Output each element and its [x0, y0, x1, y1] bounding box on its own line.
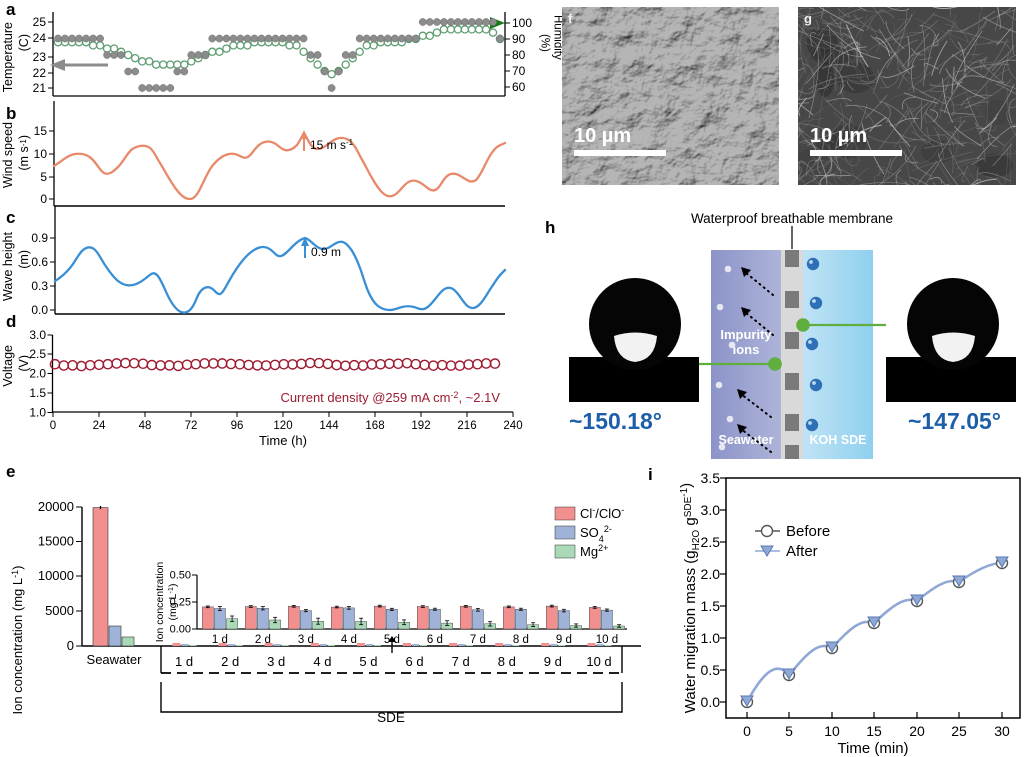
svg-text:f: f [568, 11, 573, 26]
svg-text:3.0: 3.0 [29, 328, 46, 342]
svg-text:0.50: 0.50 [170, 570, 191, 582]
svg-text:15 m s-1: 15 m s-1 [310, 138, 354, 152]
svg-text:23: 23 [33, 50, 47, 64]
svg-text:Time (h): Time (h) [259, 433, 307, 448]
svg-text:24: 24 [93, 420, 106, 432]
svg-text:60: 60 [512, 80, 526, 94]
svg-text:10000: 10000 [38, 568, 74, 583]
svg-text:9 d: 9 d [556, 634, 572, 646]
svg-text:7 d: 7 d [470, 634, 486, 646]
svg-text:Waterproof breathable membrane: Waterproof breathable membrane [691, 211, 893, 226]
svg-text:5: 5 [40, 170, 47, 184]
svg-text:100: 100 [512, 16, 532, 30]
svg-text:KOH SDE: KOH SDE [810, 433, 867, 447]
svg-text:0: 0 [67, 638, 74, 653]
svg-text:1.5: 1.5 [29, 386, 46, 400]
svg-text:15: 15 [34, 124, 48, 138]
svg-text:0.0: 0.0 [701, 694, 721, 710]
svg-text:Time (min): Time (min) [837, 740, 908, 757]
svg-text:1.0: 1.0 [701, 630, 721, 646]
svg-text:48: 48 [139, 420, 152, 432]
svg-text:Seawater: Seawater [87, 652, 143, 667]
svg-text:0: 0 [743, 723, 751, 739]
svg-text:25: 25 [951, 723, 967, 739]
svg-text:10 µm: 10 µm [810, 125, 867, 147]
svg-text:3.5: 3.5 [701, 470, 721, 486]
svg-text:1 d: 1 d [212, 634, 228, 646]
svg-text:20000: 20000 [38, 499, 74, 514]
svg-text:Ion concentration: Ion concentration [154, 562, 166, 643]
svg-text:Impurity: Impurity [720, 327, 772, 342]
svg-text:Water migration mass (gH2O gSD: Water migration mass (gH2O gSDE-1) [678, 483, 702, 713]
svg-text:0: 0 [40, 192, 47, 206]
svg-text:~150.18°: ~150.18° [569, 408, 662, 434]
svg-text:8 d: 8 d [498, 654, 516, 669]
svg-text:3 d: 3 d [267, 654, 285, 669]
svg-text:0.3: 0.3 [31, 279, 48, 293]
svg-text:0.9 m: 0.9 m [311, 245, 341, 259]
svg-text:216: 216 [457, 420, 476, 432]
svg-text:Current density @259 mA cm-2,: Current density @259 mA cm-2, ~2.1V [280, 390, 500, 405]
svg-text:70: 70 [512, 64, 526, 78]
svg-text:10: 10 [34, 147, 48, 161]
svg-text:144: 144 [319, 420, 339, 432]
svg-text:9 d: 9 d [544, 654, 562, 669]
svg-text:22: 22 [33, 66, 47, 80]
svg-text:Before: Before [786, 523, 830, 540]
svg-text:25: 25 [33, 15, 47, 29]
svg-text:After: After [786, 543, 818, 560]
svg-text:(mg L-1): (mg L-1) [166, 583, 179, 620]
svg-text:96: 96 [231, 420, 244, 432]
svg-text:Seawater: Seawater [719, 433, 774, 447]
svg-text:ions: ions [733, 342, 760, 357]
svg-text:1 d: 1 d [175, 654, 193, 669]
svg-text:15000: 15000 [38, 534, 74, 549]
svg-text:7 d: 7 d [452, 654, 470, 669]
svg-text:4 d: 4 d [313, 654, 331, 669]
svg-text:5 d: 5 d [359, 654, 377, 669]
svg-text:15: 15 [866, 723, 882, 739]
svg-text:192: 192 [411, 420, 430, 432]
svg-text:10: 10 [824, 723, 840, 739]
svg-text:0.00: 0.00 [170, 624, 191, 636]
svg-text:20: 20 [909, 723, 925, 739]
svg-text:2.0: 2.0 [701, 566, 721, 582]
svg-text:5000: 5000 [45, 603, 74, 618]
svg-text:2.5: 2.5 [701, 534, 721, 550]
svg-text:3 d: 3 d [298, 634, 314, 646]
svg-text:5: 5 [785, 723, 793, 739]
svg-text:80: 80 [512, 48, 526, 62]
svg-text:90: 90 [512, 32, 526, 46]
svg-text:0.5: 0.5 [701, 662, 721, 678]
svg-text:10 µm: 10 µm [574, 125, 631, 147]
svg-text:0.6: 0.6 [31, 255, 48, 269]
svg-text:3.0: 3.0 [701, 502, 721, 518]
svg-text:g: g [804, 11, 812, 26]
svg-text:6 d: 6 d [406, 654, 424, 669]
svg-text:120: 120 [273, 420, 292, 432]
svg-text:24: 24 [33, 31, 47, 45]
svg-text:30: 30 [994, 723, 1010, 739]
svg-text:2.0: 2.0 [29, 367, 46, 381]
svg-text:2 d: 2 d [221, 654, 239, 669]
svg-text:Ion concentration (mg L-1): Ion concentration (mg L-1) [10, 566, 25, 715]
svg-text:0.9: 0.9 [31, 231, 48, 245]
svg-text:~147.05°: ~147.05° [908, 408, 1001, 434]
svg-text:2 d: 2 d [255, 634, 271, 646]
svg-text:21: 21 [33, 81, 47, 95]
svg-text:SDE: SDE [377, 710, 405, 725]
svg-text:0: 0 [50, 420, 56, 432]
svg-text:6 d: 6 d [427, 634, 443, 646]
svg-text:1.5: 1.5 [701, 598, 721, 614]
svg-text:2.5: 2.5 [29, 347, 46, 361]
svg-text:4 d: 4 d [341, 634, 357, 646]
svg-text:8 d: 8 d [513, 634, 529, 646]
svg-text:168: 168 [365, 420, 384, 432]
svg-text:72: 72 [185, 420, 198, 432]
